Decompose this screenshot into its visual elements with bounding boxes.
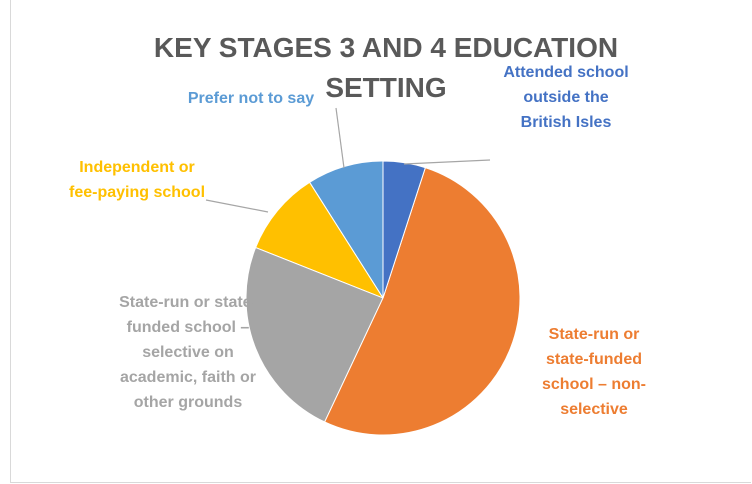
leader-line [403, 159, 491, 165]
slice-label: State-run or state-funded school – non-s… [542, 326, 646, 418]
pie-slice [245, 246, 384, 423]
chart-title: KEY STAGES 3 AND 4 EDUCATION SETTING [153, 32, 619, 103]
slice-label: State-run or state-funded school – selec… [119, 294, 257, 411]
pie-slice [382, 160, 426, 299]
slice-label: Independent or fee-paying school [68, 159, 206, 201]
leader-lines [205, 107, 491, 213]
pie-slice [254, 181, 385, 300]
slice-label: Attended school outside the British Isle… [503, 64, 629, 131]
leader-line [205, 199, 269, 213]
chart-frame [10, 0, 751, 483]
pie-slice [324, 167, 521, 436]
leader-line [335, 107, 345, 169]
slice-label: Prefer not to say [187, 90, 315, 107]
